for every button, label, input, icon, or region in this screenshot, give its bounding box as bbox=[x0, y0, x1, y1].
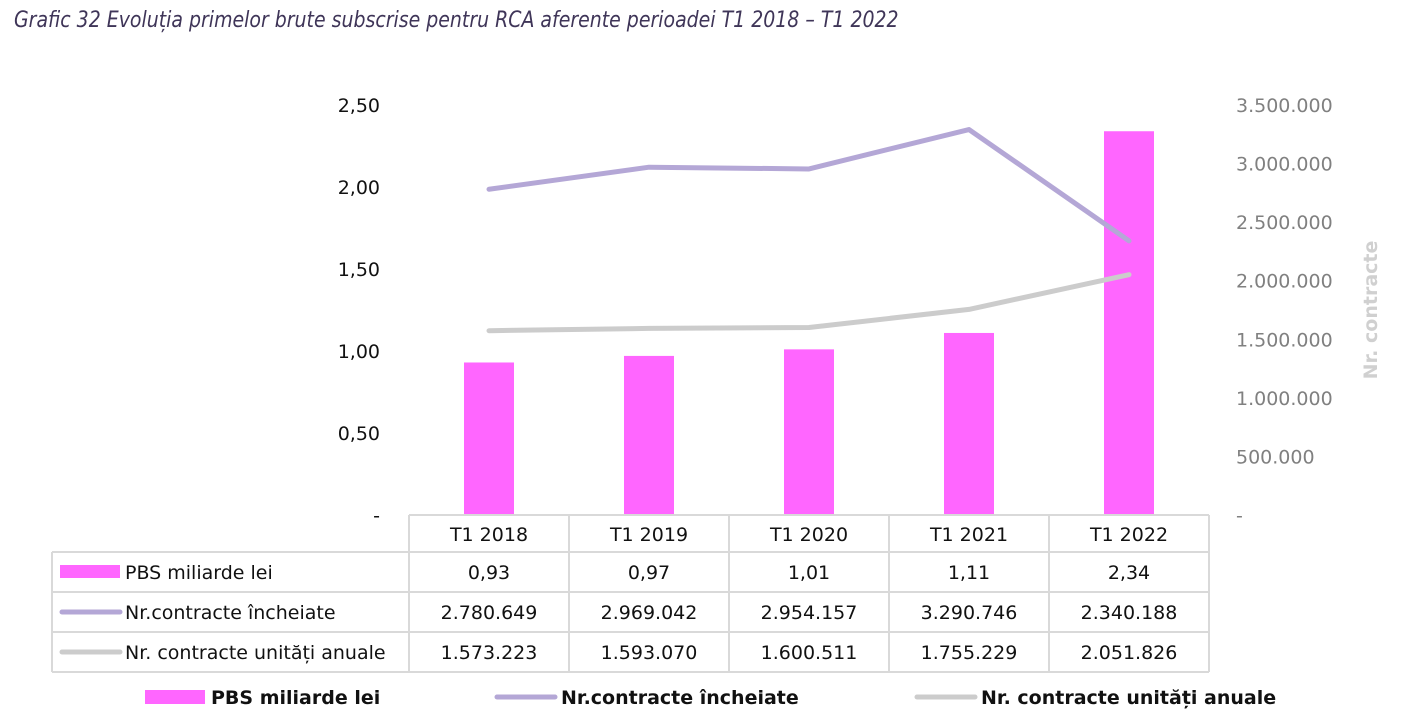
table-cell: 3.290.746 bbox=[921, 602, 1018, 624]
bar-t1-2019 bbox=[624, 355, 674, 515]
right-axis-label: Nr. contracte bbox=[1360, 241, 1382, 380]
table-cell: 1.600.511 bbox=[761, 642, 858, 664]
table-header-cell: T1 2018 bbox=[449, 524, 528, 546]
legend-key-bar bbox=[60, 565, 120, 578]
bar-t1-2021 bbox=[944, 332, 994, 515]
right-axis-tick: 3.500.000 bbox=[1236, 95, 1333, 117]
table-header-cell: T1 2022 bbox=[1089, 524, 1168, 546]
right-axis-tick: 1.000.000 bbox=[1236, 388, 1333, 410]
right-axis-tick: 1.500.000 bbox=[1236, 329, 1333, 351]
table-cell: 2.954.157 bbox=[761, 602, 858, 624]
table-cell: 0,97 bbox=[628, 562, 670, 584]
table-cell: 2.780.649 bbox=[441, 602, 538, 624]
table-cell: 0,93 bbox=[468, 562, 510, 584]
right-axis-tick: 500.000 bbox=[1236, 446, 1315, 468]
table-cell: 1.755.229 bbox=[921, 642, 1018, 664]
line-series-1 bbox=[486, 127, 1132, 244]
left-axis-tick: 2,50 bbox=[338, 95, 380, 117]
table-cell: 2,34 bbox=[1108, 562, 1150, 584]
right-axis-tick: - bbox=[1236, 505, 1243, 527]
table-header-cell: T1 2019 bbox=[609, 524, 688, 546]
legend-marker-bar bbox=[145, 690, 205, 704]
right-axis-tick: 3.000.000 bbox=[1236, 154, 1333, 176]
table-cell: 2.051.826 bbox=[1081, 642, 1178, 664]
left-axis-tick: 1,50 bbox=[338, 259, 380, 281]
legend-item: Nr. contracte unități anuale bbox=[981, 687, 1276, 709]
table-cell: 1.573.223 bbox=[441, 642, 538, 664]
bar-t1-2018 bbox=[464, 362, 514, 515]
legend-item: Nr.contracte încheiate bbox=[561, 687, 799, 709]
right-axis-tick: 2.500.000 bbox=[1236, 212, 1333, 234]
table-cell: 2.969.042 bbox=[601, 602, 698, 624]
right-axis-tick: 2.000.000 bbox=[1236, 271, 1333, 293]
left-axis-tick: 2,00 bbox=[338, 177, 380, 199]
table-cell: 1,01 bbox=[788, 562, 830, 584]
table-cell: 1.593.070 bbox=[601, 642, 698, 664]
line-series-2 bbox=[486, 272, 1132, 334]
left-axis-tick: - bbox=[373, 505, 380, 527]
bar-t1-2022 bbox=[1104, 131, 1154, 516]
table-cell: 2.340.188 bbox=[1081, 602, 1178, 624]
table-row-label: Nr. contracte unități anuale bbox=[125, 642, 386, 664]
table-cell: 1,11 bbox=[948, 562, 990, 584]
table-row-label: Nr.contracte încheiate bbox=[125, 602, 336, 624]
chart-title: Grafic 32 Evoluția primelor brute subscr… bbox=[14, 8, 899, 33]
left-axis-tick: 1,00 bbox=[338, 341, 380, 363]
legend-item: PBS miliarde lei bbox=[211, 687, 380, 709]
table-header-cell: T1 2021 bbox=[929, 524, 1008, 546]
table-header-cell: T1 2020 bbox=[769, 524, 848, 546]
bar-t1-2020 bbox=[784, 349, 834, 515]
table-row-label: PBS miliarde lei bbox=[125, 562, 273, 584]
left-axis-tick: 0,50 bbox=[338, 423, 380, 445]
